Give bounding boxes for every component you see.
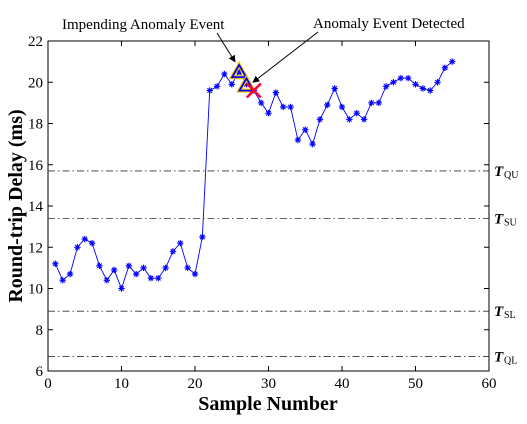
data-point <box>382 83 390 90</box>
x-tick-label: 20 <box>188 376 203 392</box>
annotation-detected: Anomaly Event Detected <box>313 16 465 32</box>
data-point <box>331 85 338 92</box>
y-tick-label: 14 <box>28 199 44 215</box>
data-point <box>434 79 441 86</box>
y-tick-label: 20 <box>28 75 43 91</box>
y-tick-label: 16 <box>28 158 44 174</box>
data-point <box>390 79 397 86</box>
axis-ticks: 0 10 20 30 40 50 60 6 8 10 12 14 16 18 20 22 <box>28 34 497 392</box>
anomaly-triangle <box>237 76 256 92</box>
y-tick-label: 22 <box>28 34 43 50</box>
data-point <box>375 99 382 107</box>
data-point <box>316 116 324 123</box>
data-point <box>110 266 118 274</box>
data-point <box>228 81 235 88</box>
data-point <box>404 74 412 82</box>
data-point <box>419 85 427 92</box>
data-point <box>162 264 169 272</box>
data-point <box>272 89 280 96</box>
threshold-sublabel: QL <box>504 356 517 367</box>
x-axis-title: Sample Number <box>198 393 338 415</box>
data-point <box>155 274 162 282</box>
data-point <box>287 103 294 111</box>
data-point <box>427 87 434 94</box>
threshold-sublabel: SU <box>504 217 518 228</box>
y-axis-title: Round-trip Delay (ms) <box>5 109 27 302</box>
data-point <box>441 64 449 72</box>
y-tick-label: 12 <box>28 240 43 256</box>
data-point <box>412 81 419 88</box>
x-tick-label: 60 <box>482 376 497 392</box>
data-point <box>213 83 221 90</box>
data-point <box>103 277 110 284</box>
data-point <box>169 248 177 255</box>
data-point <box>81 235 88 243</box>
anomaly-triangle <box>230 63 248 79</box>
data-point <box>125 262 133 270</box>
data-point <box>177 239 184 247</box>
data-point <box>353 109 360 117</box>
data-point <box>88 239 96 247</box>
data-point <box>199 233 206 241</box>
data-point <box>147 274 155 282</box>
y-tick-label: 8 <box>36 323 44 339</box>
x-tick-label: 30 <box>261 376 276 392</box>
annotation-impending: Impending Anomaly Event <box>62 17 225 33</box>
data-point <box>324 101 331 109</box>
x-tick-label: 40 <box>335 376 350 392</box>
data-point <box>265 109 272 117</box>
x-tick-label: 0 <box>44 376 52 392</box>
data-point <box>133 270 140 278</box>
annotations: Impending Anomaly Event Anomaly Event Det… <box>62 16 465 83</box>
y-tick-label: 10 <box>28 282 43 298</box>
y-tick-label: 6 <box>36 364 44 380</box>
data-point <box>294 136 302 144</box>
annotation-arrow <box>252 31 319 83</box>
data-point <box>449 58 456 65</box>
threshold-label: T <box>494 164 504 180</box>
data-point <box>338 103 346 111</box>
threshold-sublabel: SL <box>504 310 516 321</box>
data-point <box>302 126 309 133</box>
event-markers <box>228 60 262 99</box>
threshold-label: T <box>494 211 504 227</box>
data-point <box>140 264 147 272</box>
detected-cross <box>245 82 262 99</box>
threshold-lines: T QUT SUT SLT QL <box>48 164 519 367</box>
threshold-label: T <box>494 304 504 320</box>
data-point <box>368 99 375 107</box>
data-point <box>66 270 74 278</box>
data-point <box>221 70 228 78</box>
data-point <box>257 99 265 107</box>
data-point <box>280 103 287 111</box>
data-point <box>397 74 404 82</box>
y-tick-label: 18 <box>28 117 43 133</box>
data-point <box>118 285 125 292</box>
data-point <box>96 262 103 270</box>
data-point <box>52 260 59 267</box>
threshold-sublabel: QU <box>504 170 519 181</box>
x-tick-label: 10 <box>114 376 129 392</box>
data-point <box>206 87 213 94</box>
x-tick-label: 50 <box>408 376 423 392</box>
data-point <box>74 244 81 251</box>
plot-frame <box>47 40 490 372</box>
data-point <box>346 116 353 123</box>
annotation-arrow <box>216 32 236 63</box>
data-point <box>309 140 316 148</box>
data-point <box>184 264 191 272</box>
data-point <box>59 277 66 284</box>
threshold-label: T <box>494 350 504 366</box>
data-point <box>360 116 368 123</box>
data-point <box>191 270 199 278</box>
